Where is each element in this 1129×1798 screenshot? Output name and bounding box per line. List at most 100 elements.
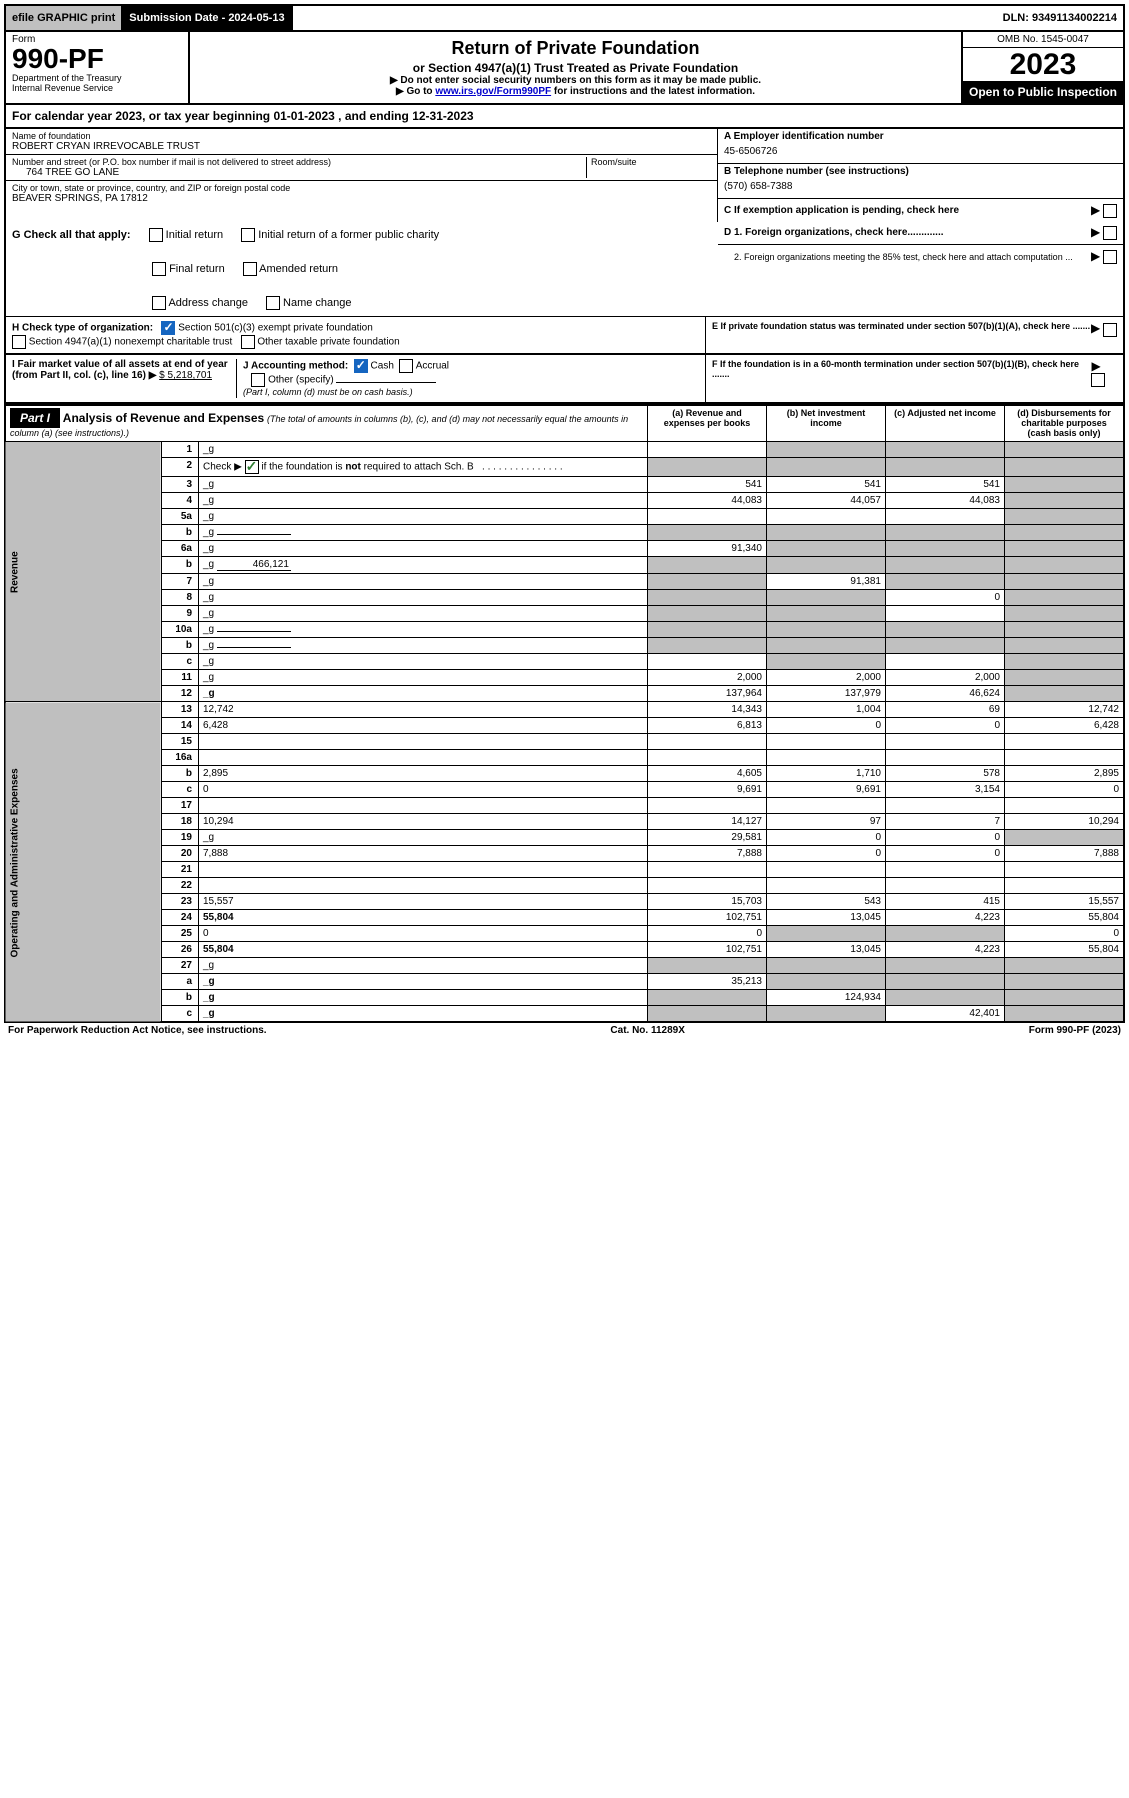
schb-checkbox[interactable] — [245, 460, 259, 474]
amount-cell — [886, 958, 1005, 974]
amount-cell — [1005, 830, 1125, 846]
amount-cell: 541 — [767, 477, 886, 493]
line-number: 16a — [162, 750, 199, 766]
amount-cell — [767, 926, 886, 942]
amount-cell — [767, 1006, 886, 1023]
amount-cell: 0 — [886, 846, 1005, 862]
line-number: 20 — [162, 846, 199, 862]
amount-cell: 137,979 — [767, 686, 886, 702]
amount-cell — [767, 442, 886, 458]
table-row: 4_g 44,08344,05744,083 — [5, 493, 1124, 509]
amount-cell: 0 — [886, 830, 1005, 846]
j-other[interactable] — [251, 373, 265, 387]
g-name-change[interactable] — [266, 296, 280, 310]
g-address-change[interactable] — [152, 296, 166, 310]
j-cash[interactable] — [354, 359, 368, 373]
d2-checkbox[interactable] — [1103, 250, 1117, 264]
amount-cell — [1005, 590, 1125, 606]
line-description: 0 — [199, 926, 648, 942]
amount-cell — [767, 458, 886, 477]
open-to-public: Open to Public Inspection — [963, 81, 1123, 103]
amount-cell: 0 — [767, 830, 886, 846]
amount-cell: 69 — [886, 702, 1005, 718]
amount-cell: 578 — [886, 766, 1005, 782]
line-description: 2,895 — [199, 766, 648, 782]
amount-cell — [1005, 958, 1125, 974]
table-row: 19_g 29,58100 — [5, 830, 1124, 846]
submission-date: Submission Date - 2024-05-13 — [123, 6, 292, 30]
amount-cell: 0 — [648, 926, 767, 942]
amount-cell — [767, 878, 886, 894]
line-number: b — [162, 990, 199, 1006]
tax-year: 2023 — [963, 48, 1123, 81]
h-other-taxable[interactable] — [241, 335, 255, 349]
city-state-zip: BEAVER SPRINGS, PA 17812 — [12, 193, 711, 204]
table-row: 27_g — [5, 958, 1124, 974]
line-description: _g — [199, 574, 648, 590]
year-block: OMB No. 1545-0047 2023 Open to Public In… — [961, 32, 1123, 103]
table-row: 16a — [5, 750, 1124, 766]
instructions-link[interactable]: www.irs.gov/Form990PF — [435, 86, 551, 97]
h-4947[interactable] — [12, 335, 26, 349]
line-description: 55,804 — [199, 910, 648, 926]
table-row: 9_g — [5, 606, 1124, 622]
amount-cell: 35,213 — [648, 974, 767, 990]
amount-cell: 415 — [886, 894, 1005, 910]
amount-cell — [1005, 477, 1125, 493]
line-description: 6,428 — [199, 718, 648, 734]
amount-cell: 55,804 — [1005, 942, 1125, 958]
form-header: Form 990-PF Department of the Treasury I… — [4, 32, 1125, 105]
line-description: _g — [199, 830, 648, 846]
amount-cell: 7,888 — [1005, 846, 1125, 862]
efile-print-button[interactable]: efile GRAPHIC print — [6, 6, 123, 30]
f-termination: F If the foundation is in a 60-month ter… — [706, 355, 1123, 402]
g-check-row: G Check all that apply: Initial return I… — [4, 222, 1125, 317]
amount-cell: 55,804 — [1005, 910, 1125, 926]
line-number: b — [162, 525, 199, 541]
amount-cell — [767, 590, 886, 606]
d1-checkbox[interactable] — [1103, 226, 1117, 240]
amount-cell — [886, 974, 1005, 990]
part1-label: Part I — [10, 408, 60, 428]
amount-cell: 0 — [886, 590, 1005, 606]
j-accrual[interactable] — [399, 359, 413, 373]
amount-cell — [648, 990, 767, 1006]
c-checkbox[interactable] — [1103, 204, 1117, 218]
line-description: _g — [199, 958, 648, 974]
amount-cell — [886, 734, 1005, 750]
e-checkbox[interactable] — [1103, 323, 1117, 337]
line-number: 22 — [162, 878, 199, 894]
line-description: _g — [199, 509, 648, 525]
amount-cell — [767, 798, 886, 814]
g-initial-return[interactable] — [149, 228, 163, 242]
g-initial-former[interactable] — [241, 228, 255, 242]
ein-cell: A Employer identification number 45-6506… — [718, 129, 1123, 164]
amount-cell: 102,751 — [648, 910, 767, 926]
g-final-return[interactable] — [152, 262, 166, 276]
table-row: 17 — [5, 798, 1124, 814]
line-number: 9 — [162, 606, 199, 622]
amount-cell: 0 — [1005, 782, 1125, 798]
form-footer: Form 990-PF (2023) — [1029, 1025, 1121, 1036]
line-description: _g — [199, 638, 648, 654]
amount-cell — [648, 798, 767, 814]
inline-amount — [217, 534, 291, 535]
table-row: 2Check ▶ if the foundation is not requir… — [5, 458, 1124, 477]
line-number: 4 — [162, 493, 199, 509]
street: 764 TREE GO LANE — [12, 167, 586, 178]
amount-cell — [886, 798, 1005, 814]
g-amended[interactable] — [243, 262, 257, 276]
h-501c3[interactable] — [161, 321, 175, 335]
amount-cell — [648, 638, 767, 654]
line-number: 1 — [162, 442, 199, 458]
f-checkbox[interactable] — [1091, 373, 1105, 387]
line-description: _g — [199, 990, 648, 1006]
amount-cell — [1005, 878, 1125, 894]
line-description: _g — [199, 541, 648, 557]
table-row: b2,895 4,6051,7105782,895 — [5, 766, 1124, 782]
amount-cell: 124,934 — [767, 990, 886, 1006]
amount-cell — [886, 458, 1005, 477]
calendar-year-row: For calendar year 2023, or tax year begi… — [4, 105, 1125, 129]
amount-cell — [767, 557, 886, 574]
h-row: H Check type of organization: Section 50… — [4, 317, 1125, 355]
